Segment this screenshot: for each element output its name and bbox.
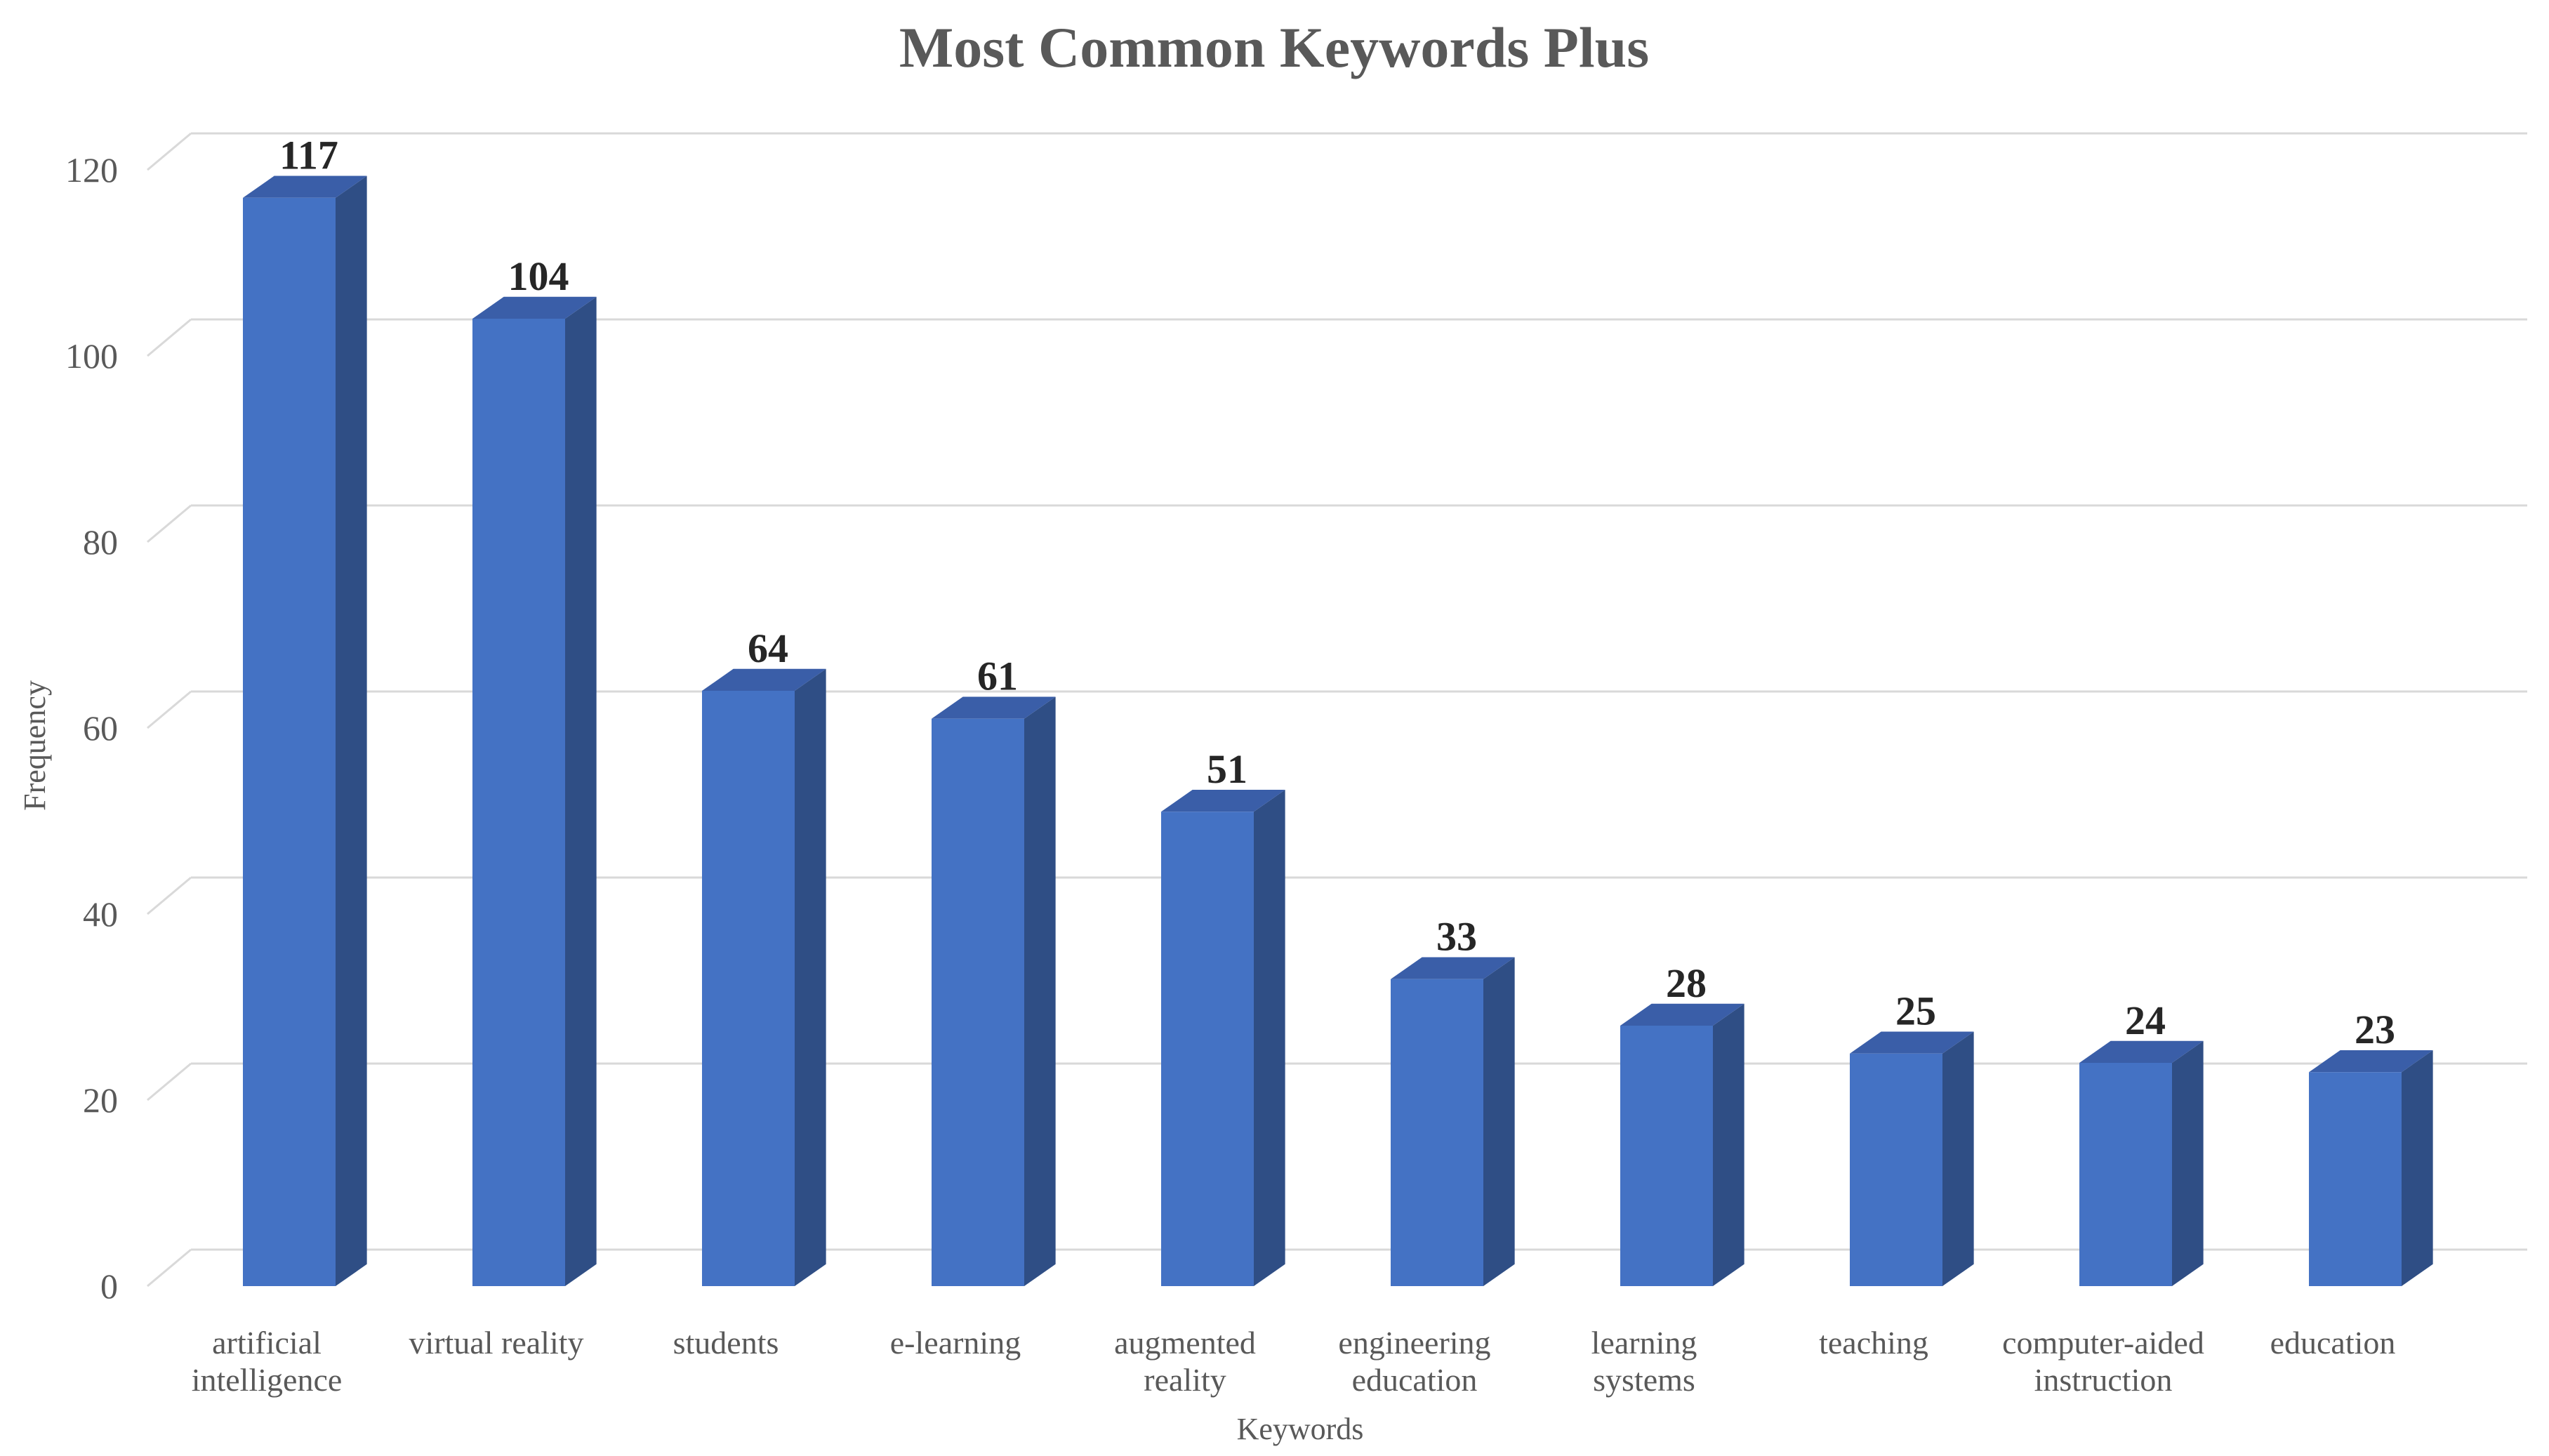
data-label: 28	[1666, 960, 1707, 1006]
bar-top	[1391, 957, 1515, 979]
bar-front	[1161, 812, 1254, 1286]
x-category-label-line: intelligence	[192, 1362, 343, 1398]
x-category-label-line: teaching	[1819, 1325, 1928, 1361]
x-category-label-line: learning	[1591, 1325, 1697, 1361]
bar-front	[2309, 1072, 2402, 1286]
data-label: 104	[508, 253, 569, 299]
data-label: 23	[2355, 1007, 2395, 1052]
y-tick-label: 100	[65, 336, 118, 376]
y-tick-label: 40	[83, 894, 118, 934]
bar-top	[1850, 1031, 1974, 1054]
x-category-label: e-learning	[890, 1325, 1021, 1361]
x-category-label-line: engineering	[1338, 1325, 1490, 1361]
gridline-diagonal	[147, 504, 192, 543]
bar	[1161, 790, 1285, 1286]
gridline-diagonal	[147, 690, 192, 729]
bar-top	[2079, 1040, 2204, 1063]
bar-top	[702, 668, 826, 691]
gridline-diagonal	[147, 132, 192, 171]
gridline-diagonal	[147, 876, 192, 915]
bar	[1850, 1031, 1974, 1286]
bar-side	[795, 668, 826, 1286]
bar-side	[336, 176, 367, 1286]
bar-front	[932, 718, 1024, 1286]
gridline-diagonal	[147, 1248, 192, 1288]
bar	[1391, 957, 1515, 1286]
x-category-label: education	[2270, 1325, 2396, 1361]
x-category-label-line: systems	[1593, 1362, 1695, 1398]
bar-side	[1254, 790, 1285, 1286]
x-category-label: augmented reality	[1114, 1325, 1256, 1398]
bar-top	[243, 176, 367, 198]
x-category-label: teaching	[1819, 1325, 1928, 1361]
bar-front	[1391, 979, 1483, 1286]
y-axis-ticks: 0 20 40 60 80 100 120	[65, 150, 118, 1306]
bar-top	[2309, 1050, 2433, 1073]
x-category-label-line: e-learning	[890, 1325, 1021, 1361]
bar-side	[565, 296, 597, 1286]
x-category-label: learning systems	[1591, 1325, 1697, 1398]
bar	[702, 668, 826, 1286]
x-category-label: computer-aided instruction	[2002, 1325, 2204, 1398]
bar-top	[1161, 790, 1285, 812]
data-label: 51	[1207, 746, 1247, 792]
x-category-label-line: education	[2270, 1325, 2396, 1361]
x-category-label: students	[673, 1325, 779, 1361]
x-category-label-line: reality	[1144, 1362, 1226, 1398]
data-label: 33	[1436, 914, 1477, 960]
data-label: 64	[748, 626, 788, 671]
bar-side	[1483, 957, 1515, 1286]
data-label: 24	[2125, 998, 2166, 1043]
y-tick-label: 60	[83, 708, 118, 748]
gridline-diagonal	[147, 1062, 192, 1101]
x-category-label-line: virtual reality	[409, 1325, 583, 1361]
bar-front	[1620, 1026, 1713, 1286]
bar	[243, 176, 367, 1286]
data-label: 61	[977, 654, 1018, 699]
bar-top	[472, 296, 597, 319]
x-category-label-line: artificial	[212, 1325, 322, 1361]
x-category-label: artificial intelligence	[192, 1325, 343, 1398]
bar-side	[2172, 1040, 2204, 1286]
y-tick-label: 80	[83, 522, 118, 562]
x-category-label: engineering education	[1338, 1325, 1490, 1398]
x-category-label-line: education	[1352, 1362, 1478, 1398]
x-category-label: virtual reality	[409, 1325, 583, 1361]
bar-front	[1850, 1053, 1942, 1286]
bar-side	[1024, 696, 1056, 1286]
bar-front	[702, 691, 795, 1286]
y-tick-label: 20	[83, 1080, 118, 1120]
bar	[932, 696, 1056, 1286]
x-category-label-line: computer-aided	[2002, 1325, 2204, 1361]
bar-front	[2079, 1063, 2172, 1286]
bar	[1620, 1003, 1744, 1286]
bar	[472, 296, 597, 1286]
x-axis-title: Keywords	[1237, 1412, 1364, 1446]
y-axis-title: Frequency	[18, 680, 52, 811]
bars	[243, 176, 2433, 1286]
data-label: 117	[279, 133, 338, 178]
bar-front	[243, 197, 336, 1286]
bar-side	[1942, 1031, 1974, 1286]
data-label: 25	[1895, 988, 1936, 1034]
x-axis-categories: artificial intelligence virtual reality stu…	[192, 1325, 2396, 1398]
x-category-label-line: augmented	[1114, 1325, 1256, 1361]
bar-front	[472, 319, 565, 1286]
bar-side	[2402, 1050, 2433, 1286]
y-tick-label: 0	[100, 1266, 118, 1306]
chart-title: Most Common Keywords Plus	[899, 15, 1649, 79]
x-category-label-line: students	[673, 1325, 779, 1361]
bar-side	[1713, 1003, 1744, 1286]
data-labels: 117 104 64 61 51 33 28 25 24 23	[279, 133, 2395, 1053]
y-tick-label: 120	[65, 150, 118, 190]
gridline-diagonal	[147, 318, 192, 357]
x-category-label-line: instruction	[2034, 1362, 2173, 1398]
bar-top	[1620, 1003, 1744, 1026]
bar	[2079, 1040, 2204, 1286]
bar	[2309, 1050, 2433, 1286]
bar-top	[932, 696, 1056, 719]
